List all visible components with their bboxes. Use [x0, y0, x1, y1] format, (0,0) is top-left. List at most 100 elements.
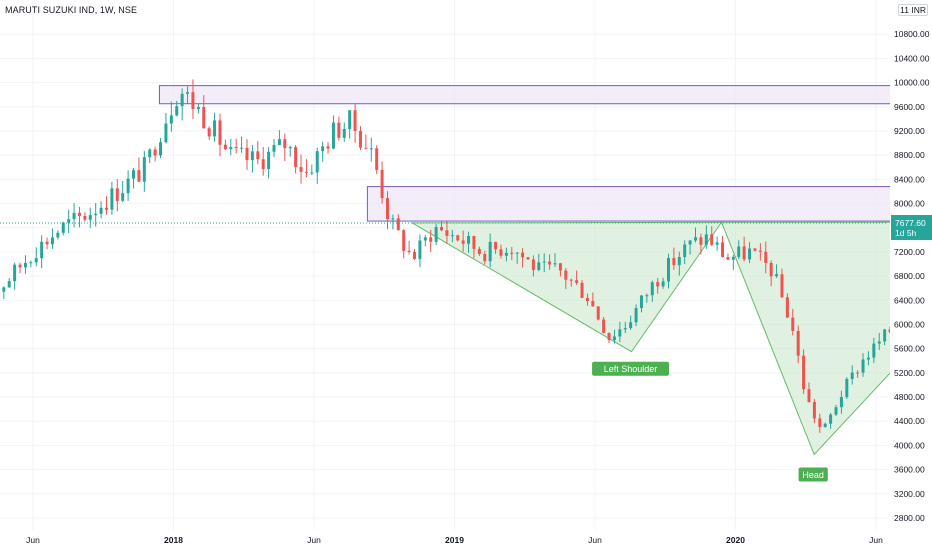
candle[interactable] [213, 112, 217, 142]
candle[interactable] [494, 241, 498, 254]
candle[interactable] [575, 270, 579, 285]
candle[interactable] [67, 209, 71, 234]
candle[interactable] [558, 263, 562, 277]
candle[interactable] [267, 147, 271, 179]
candle[interactable] [331, 115, 335, 150]
candle[interactable] [845, 377, 849, 400]
candle[interactable] [369, 137, 373, 162]
candle[interactable] [342, 122, 346, 142]
candle[interactable] [488, 233, 492, 268]
candle[interactable] [288, 145, 292, 157]
candle[interactable] [326, 142, 330, 154]
candle[interactable] [56, 230, 60, 240]
candle[interactable] [391, 214, 395, 230]
candle[interactable] [834, 404, 838, 417]
candle[interactable] [23, 255, 27, 274]
candle[interactable] [396, 214, 400, 231]
candle[interactable] [791, 308, 795, 336]
candle[interactable] [537, 253, 541, 272]
candle[interactable] [715, 236, 719, 251]
candle[interactable] [337, 116, 341, 141]
candle[interactable] [753, 248, 757, 252]
candle[interactable] [83, 212, 87, 222]
candle[interactable] [348, 110, 352, 139]
candle[interactable] [250, 144, 254, 173]
candle[interactable] [191, 79, 195, 119]
candle[interactable] [645, 293, 649, 303]
candle[interactable] [169, 101, 173, 132]
candle[interactable] [623, 321, 627, 334]
candle[interactable] [137, 157, 141, 183]
candle[interactable] [467, 231, 471, 253]
candle[interactable] [315, 147, 319, 184]
candle[interactable] [721, 236, 725, 258]
candle[interactable] [142, 150, 146, 192]
candle[interactable] [29, 260, 33, 268]
candle[interactable] [569, 278, 573, 287]
candle[interactable] [418, 234, 422, 268]
candle[interactable] [785, 293, 789, 318]
candle[interactable] [607, 332, 611, 344]
candle[interactable] [839, 390, 843, 414]
candle[interactable] [699, 233, 703, 255]
candle[interactable] [823, 422, 827, 428]
candle[interactable] [358, 126, 362, 151]
candle[interactable] [121, 181, 125, 203]
candle[interactable] [780, 268, 784, 298]
candle[interactable] [229, 138, 233, 156]
candle[interactable] [521, 248, 525, 268]
candle[interactable] [585, 293, 589, 306]
candle[interactable] [304, 159, 308, 178]
candle[interactable] [13, 262, 17, 290]
candle[interactable] [196, 103, 200, 114]
candle[interactable] [186, 86, 190, 104]
candle[interactable] [580, 280, 584, 299]
candle[interactable] [18, 262, 22, 274]
candle[interactable] [564, 267, 568, 289]
candle[interactable] [526, 256, 530, 260]
candle[interactable] [126, 170, 130, 201]
candle[interactable] [294, 145, 298, 174]
candle[interactable] [94, 202, 98, 227]
candle[interactable] [483, 250, 487, 265]
candle[interactable] [402, 229, 406, 259]
resistance-zones[interactable] [158, 85, 932, 222]
candle[interactable] [413, 249, 417, 261]
candle[interactable] [115, 179, 119, 212]
candle[interactable] [596, 306, 600, 321]
candle[interactable] [234, 138, 238, 154]
candle[interactable] [769, 260, 773, 287]
candle[interactable] [104, 196, 108, 215]
candle[interactable] [148, 148, 152, 164]
candle[interactable] [434, 223, 438, 246]
candle[interactable] [602, 316, 606, 334]
candle[interactable] [877, 332, 881, 350]
candle[interactable] [618, 321, 622, 343]
candle[interactable] [666, 253, 670, 289]
candle[interactable] [2, 286, 6, 299]
candle[interactable] [202, 95, 206, 129]
candle[interactable] [656, 278, 660, 294]
candle[interactable] [456, 234, 460, 242]
candle[interactable] [612, 329, 616, 344]
candle[interactable] [77, 206, 81, 228]
candle[interactable] [661, 277, 665, 289]
candle[interactable] [223, 139, 227, 151]
candle[interactable] [132, 167, 136, 189]
candle[interactable] [802, 349, 806, 394]
candle[interactable] [683, 240, 687, 265]
candle[interactable] [461, 230, 465, 252]
candle[interactable] [726, 253, 730, 261]
candle[interactable] [207, 126, 211, 140]
head-label[interactable]: Head [798, 467, 828, 482]
candle[interactable] [7, 278, 11, 288]
candle[interactable] [856, 370, 860, 378]
candle[interactable] [321, 141, 325, 162]
candle[interactable] [866, 351, 870, 366]
candle[interactable] [218, 113, 222, 157]
candle[interactable] [650, 280, 654, 303]
candle[interactable] [672, 247, 676, 270]
candle[interactable] [710, 226, 714, 247]
